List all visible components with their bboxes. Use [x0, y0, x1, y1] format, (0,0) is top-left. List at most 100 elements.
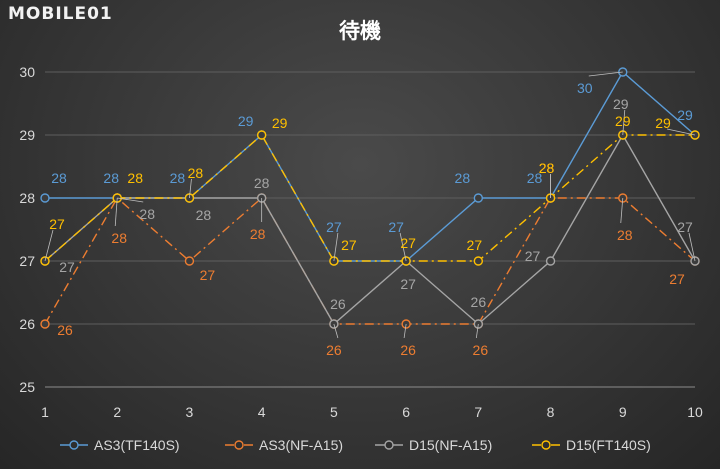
data-label: 27 [49, 216, 65, 232]
series-as3-tf140s- [40, 67, 700, 266]
data-point [40, 319, 50, 329]
data-point [256, 130, 267, 140]
series-line [44, 196, 696, 325]
legend-label: AS3(NF-A15) [259, 437, 343, 453]
data-label: 27 [467, 237, 483, 253]
legend-item: D15(NF-A15) [375, 437, 492, 453]
data-label: 29 [677, 107, 693, 123]
leader-line [475, 323, 479, 339]
data-label: 28 [103, 170, 119, 186]
data-label: 27 [525, 248, 541, 264]
data-label: 27 [59, 259, 75, 275]
data-label: 28 [539, 160, 555, 176]
legend-label: D15(NF-A15) [409, 437, 492, 453]
data-label: 27 [200, 267, 216, 283]
legend: AS3(TF140S) AS3(NF-A15) D15(NF-A15) D15(FT1… [60, 437, 651, 453]
data-label: 27 [677, 219, 693, 235]
data-label: 28 [539, 160, 555, 176]
data-label: 29 [272, 115, 288, 131]
leader-line [333, 232, 339, 262]
data-label: 29 [655, 115, 671, 131]
leader-line [114, 197, 118, 227]
leader-line [622, 109, 626, 136]
data-label: 27 [326, 219, 342, 235]
legend-label: AS3(TF140S) [94, 437, 180, 453]
data-label: 28 [127, 170, 143, 186]
series-d15-nf-a15- [40, 130, 700, 329]
data-label: 28 [455, 170, 471, 186]
legend-marker [234, 440, 244, 450]
legend-marker [541, 440, 551, 450]
data-label: 28 [51, 170, 67, 186]
x-tick-label: 10 [687, 404, 703, 420]
data-label: 29 [615, 113, 631, 129]
series-layer [40, 67, 700, 329]
data-label: 26 [326, 342, 342, 358]
data-label: 28 [196, 207, 212, 223]
x-tick-label: 6 [402, 404, 410, 420]
gridlines [45, 71, 695, 388]
leader-line [44, 229, 54, 262]
leader-line [117, 197, 144, 203]
data-label: 28 [139, 206, 155, 222]
data-point [473, 193, 484, 203]
brand-logo: MOBILE01 [8, 4, 113, 24]
data-label: 29 [613, 96, 629, 112]
x-tick-label: 1 [41, 404, 49, 420]
data-point [473, 256, 484, 266]
data-label: 28 [250, 226, 266, 242]
leader-line [399, 232, 407, 262]
data-label: 26 [57, 322, 73, 338]
x-tick-label: 4 [258, 404, 266, 420]
leader-line [403, 323, 407, 339]
data-label: 30 [577, 80, 593, 96]
legend-label: D15(FT140S) [566, 437, 651, 453]
leader-line [620, 197, 624, 224]
y-tick-label: 27 [19, 253, 35, 269]
series-line [44, 133, 696, 326]
series-line [44, 133, 695, 262]
legend-marker [69, 440, 79, 450]
data-label: 27 [669, 271, 685, 287]
data-label: 28 [188, 165, 204, 181]
leader-line [189, 178, 192, 199]
chart-title: 待機 [339, 19, 381, 43]
data-label: 27 [400, 276, 416, 292]
axes: 25 26 27 28 29 30 1 2 3 4 5 6 7 8 9 10 [19, 64, 703, 420]
x-tick-label: 9 [619, 404, 627, 420]
data-label: 29 [238, 113, 254, 129]
data-point [545, 256, 556, 266]
legend-item: AS3(TF140S) [60, 437, 180, 453]
x-tick-label: 5 [330, 404, 338, 420]
data-label: 28 [527, 170, 543, 186]
series-line [45, 70, 696, 262]
leader-line [666, 128, 696, 136]
data-label: 26 [471, 294, 487, 310]
data-label: 26 [400, 342, 416, 358]
legend-item: AS3(NF-A15) [225, 437, 343, 453]
data-label: 27 [388, 219, 404, 235]
legend-marker [384, 440, 394, 450]
x-tick-label: 3 [186, 404, 194, 420]
data-label: 28 [617, 227, 633, 243]
data-label: 26 [473, 342, 489, 358]
x-tick-label: 2 [113, 404, 121, 420]
y-tick-label: 29 [19, 127, 35, 143]
leader-line [688, 232, 696, 262]
data-label: 27 [400, 235, 416, 251]
data-label: 28 [170, 170, 186, 186]
legend-item: D15(FT140S) [532, 437, 651, 453]
data-label: 28 [254, 175, 270, 191]
x-tick-label: 8 [547, 404, 555, 420]
data-point [184, 256, 195, 266]
y-tick-label: 30 [19, 64, 35, 80]
x-tick-label: 7 [474, 404, 482, 420]
data-label: 27 [341, 237, 357, 253]
y-tick-label: 25 [19, 379, 35, 395]
leader-line [588, 71, 623, 77]
data-label: 28 [111, 230, 127, 246]
leader-line [333, 323, 339, 339]
data-point [40, 193, 50, 203]
